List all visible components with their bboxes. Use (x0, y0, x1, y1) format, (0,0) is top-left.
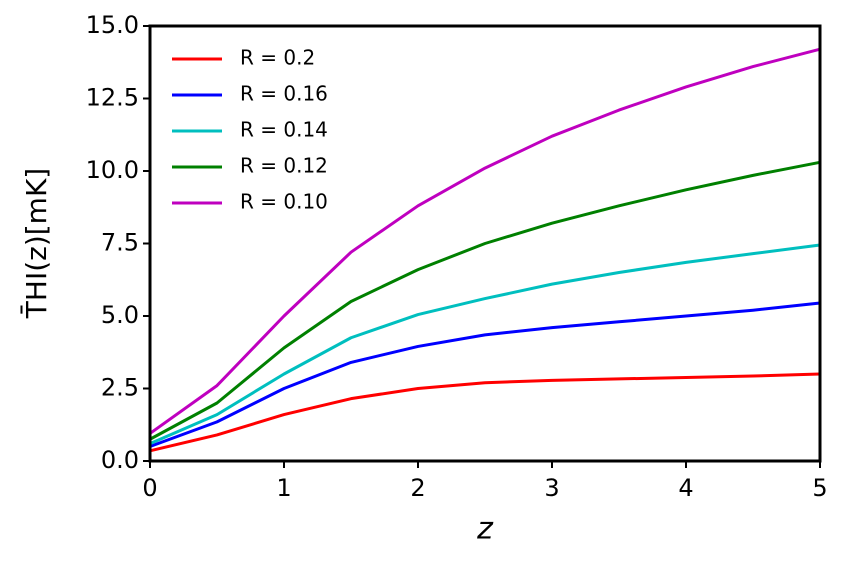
y-tick-label: 7.5 (101, 229, 139, 257)
x-tick-label: 2 (410, 474, 425, 502)
y-tick-label: 10.0 (86, 156, 139, 184)
legend-label: R = 0.14 (240, 118, 328, 142)
series-line (149, 301, 821, 448)
series-line (149, 243, 821, 445)
y-tick-label: 0.0 (101, 446, 139, 474)
y-tick-label: 5.0 (101, 301, 139, 329)
x-tick-label: 5 (812, 474, 827, 502)
legend-label: R = 0.2 (240, 46, 315, 70)
x-axis-label: z (476, 512, 494, 547)
legend-label: R = 0.10 (240, 190, 328, 214)
legend-label: R = 0.12 (240, 154, 328, 178)
series-line (149, 160, 821, 441)
series-line (149, 47, 821, 435)
x-tick-label: 0 (142, 474, 157, 502)
y-tick-label: 12.5 (86, 84, 139, 112)
y-tick-label: 2.5 (101, 374, 139, 402)
legend-label: R = 0.16 (240, 82, 328, 106)
x-tick-label: 4 (678, 474, 693, 502)
y-axis-label: T̄HI(z)[mK] (19, 168, 53, 319)
x-tick-label: 3 (544, 474, 559, 502)
x-tick-label: 1 (276, 474, 291, 502)
series-line (149, 372, 821, 453)
plot-frame (148, 24, 822, 463)
y-tick-label: 15.0 (86, 11, 139, 39)
